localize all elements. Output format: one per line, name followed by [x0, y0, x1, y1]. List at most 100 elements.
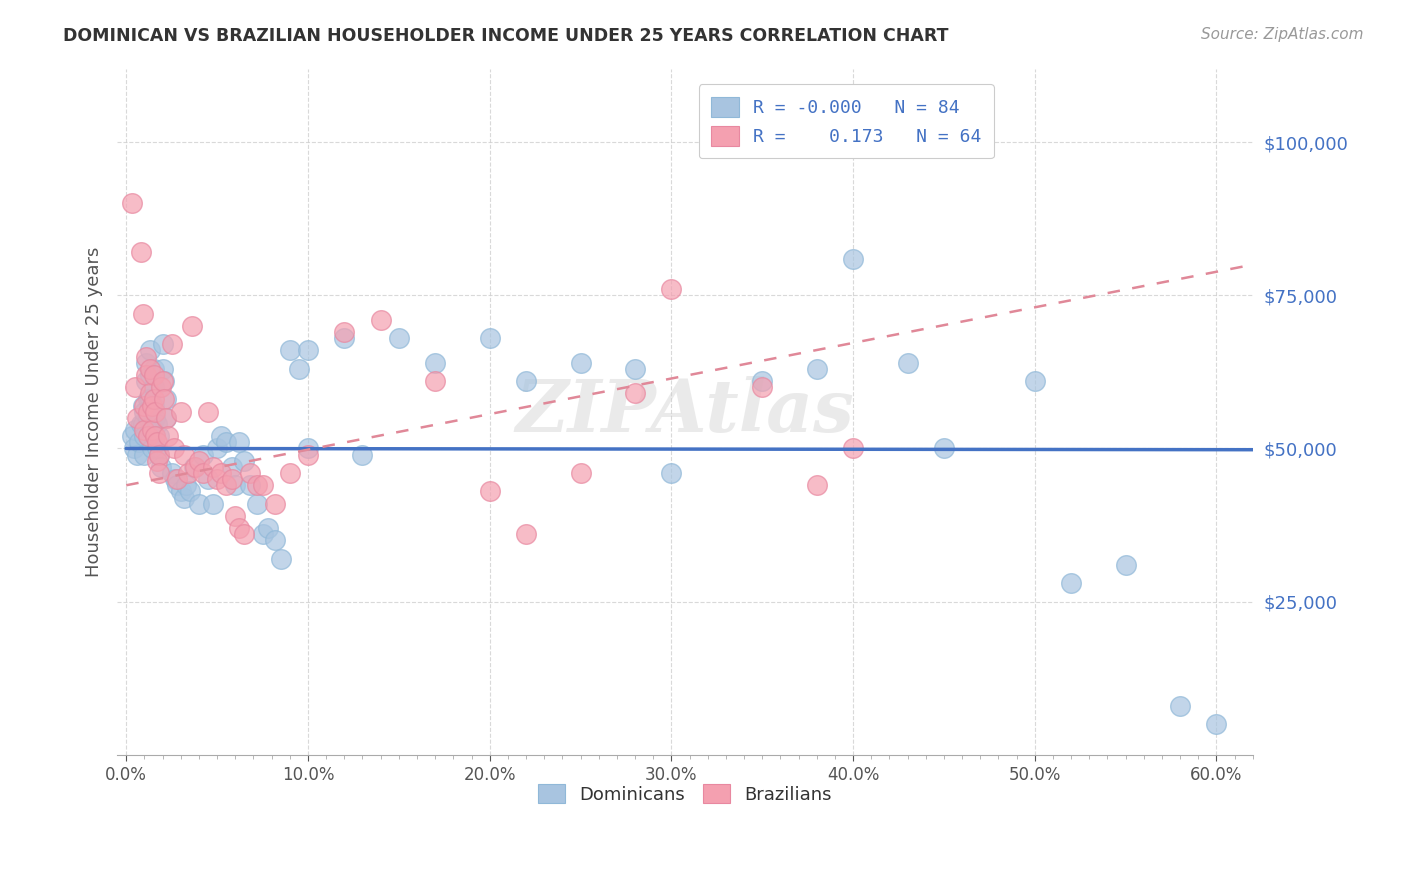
Point [569, 356, 592, 370]
Point [188, 454, 211, 468]
Text: ZIPAtlas: ZIPAtlas [516, 376, 855, 447]
Point [174, 478, 197, 492]
Point [142, 392, 165, 407]
Point [142, 380, 165, 394]
Point [165, 472, 187, 486]
Point [221, 459, 243, 474]
Point [191, 466, 214, 480]
Point [142, 361, 165, 376]
Point [157, 429, 180, 443]
Point [751, 374, 773, 388]
Point [215, 478, 238, 492]
Point [152, 361, 174, 376]
Point [135, 368, 157, 382]
Point [233, 527, 256, 541]
Point [184, 459, 207, 474]
Point [1115, 558, 1137, 572]
Point [1205, 717, 1227, 731]
Point [209, 466, 232, 480]
Point [152, 374, 174, 388]
Point [228, 435, 250, 450]
Point [197, 472, 219, 486]
Point [278, 343, 301, 358]
Point [224, 478, 246, 492]
Point [1060, 576, 1083, 591]
Point [297, 442, 319, 456]
Text: DOMINICAN VS BRAZILIAN HOUSEHOLDER INCOME UNDER 25 YEARS CORRELATION CHART: DOMINICAN VS BRAZILIAN HOUSEHOLDER INCOM… [63, 27, 949, 45]
Point [139, 392, 162, 407]
Point [228, 521, 250, 535]
Point [162, 442, 184, 456]
Point [252, 478, 274, 492]
Point [153, 392, 176, 407]
Point [143, 429, 166, 443]
Point [146, 454, 169, 468]
Point [139, 361, 162, 376]
Point [202, 459, 225, 474]
Point [142, 368, 165, 382]
Point [141, 399, 163, 413]
Point [177, 466, 200, 480]
Point [1024, 374, 1046, 388]
Point [806, 361, 828, 376]
Point [246, 478, 269, 492]
Point [155, 392, 177, 407]
Point [153, 374, 176, 388]
Point [155, 410, 177, 425]
Point [170, 405, 193, 419]
Point [124, 380, 146, 394]
Point [148, 429, 170, 443]
Point [139, 343, 162, 358]
Point [128, 435, 150, 450]
Point [134, 423, 156, 437]
Point [124, 423, 146, 437]
Point [131, 417, 153, 431]
Point [370, 313, 392, 327]
Point [141, 417, 163, 431]
Point [425, 356, 447, 370]
Point [188, 497, 211, 511]
Point [264, 497, 287, 511]
Point [136, 429, 159, 443]
Point [134, 429, 156, 443]
Point [127, 448, 149, 462]
Point [278, 466, 301, 480]
Legend: Dominicans, Brazilians: Dominicans, Brazilians [527, 773, 844, 814]
Point [183, 459, 205, 474]
Point [842, 252, 865, 266]
Point [166, 478, 188, 492]
Point [127, 410, 149, 425]
Point [297, 343, 319, 358]
Point [135, 374, 157, 388]
Point [215, 435, 238, 450]
Point [515, 527, 537, 541]
Point [136, 405, 159, 419]
Point [146, 417, 169, 431]
Point [148, 466, 170, 480]
Point [180, 318, 202, 333]
Point [297, 448, 319, 462]
Point [352, 448, 374, 462]
Point [143, 429, 166, 443]
Point [932, 442, 955, 456]
Point [333, 325, 356, 339]
Point [131, 399, 153, 413]
Point [141, 442, 163, 456]
Point [239, 478, 262, 492]
Point [179, 484, 201, 499]
Point [661, 466, 683, 480]
Point [661, 282, 683, 296]
Point [333, 331, 356, 345]
Point [152, 337, 174, 351]
Point [134, 448, 156, 462]
Point [224, 508, 246, 523]
Point [141, 423, 163, 437]
Point [160, 466, 183, 480]
Point [170, 484, 193, 499]
Point [173, 448, 195, 462]
Point [252, 527, 274, 541]
Point [129, 417, 152, 431]
Point [142, 399, 165, 413]
Point [264, 533, 287, 548]
Point [624, 386, 647, 401]
